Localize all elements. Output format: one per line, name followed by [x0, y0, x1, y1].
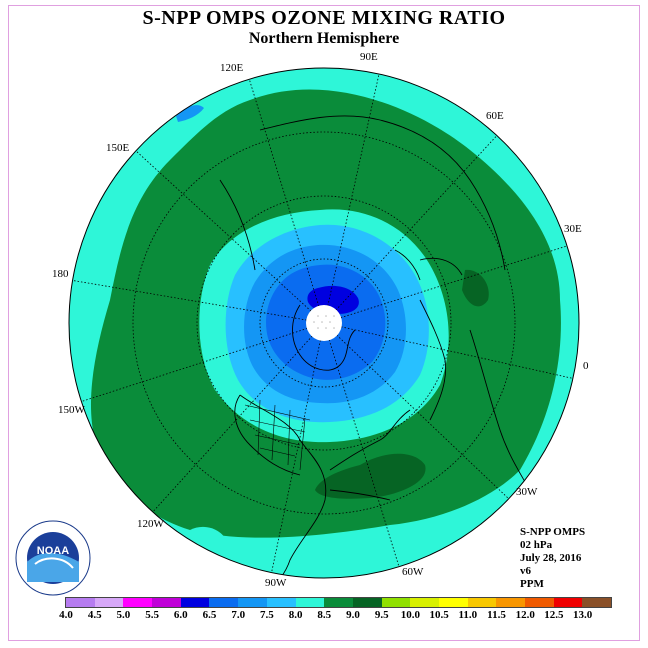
info-instrument: S-NPP OMPS	[520, 526, 586, 538]
map-subtitle: Northern Hemisphere	[248, 30, 400, 47]
colorbar-tick-label: 10.0	[400, 609, 421, 621]
map-boundary	[68, 67, 580, 579]
colorbar-tick-label: 4.5	[87, 609, 102, 621]
political-boundaries	[244, 399, 311, 471]
lon-label-150e: 150E	[106, 142, 130, 154]
colorbar-segment	[381, 598, 411, 607]
graticule	[69, 68, 579, 578]
coastlines	[219, 115, 536, 578]
colorbar-tick-label: 8.0	[288, 609, 303, 621]
colorbar-tick-label: 6.0	[173, 609, 188, 621]
colorbar-segment	[295, 598, 325, 607]
colorbar-segment	[180, 598, 210, 607]
colorbar-tick-label: 9.5	[374, 609, 389, 621]
colorbar-segment	[238, 598, 267, 607]
colorbar-segment	[582, 598, 612, 607]
info-version: v6	[520, 565, 531, 577]
colorbar-segment	[525, 598, 554, 607]
lon-label-0: 0	[583, 360, 589, 372]
colorbar-segment	[496, 598, 525, 607]
lon-label-90e: 90E	[360, 51, 378, 63]
map-title: S-NPP OMPS OZONE MIXING RATIO	[142, 7, 506, 29]
colorbar-tick-label: 11.0	[458, 609, 478, 621]
colorbar-tick-label: 8.5	[317, 609, 332, 621]
info-pressure: 02 hPa	[520, 539, 553, 551]
lon-label-120w: 120W	[137, 518, 164, 530]
contour-cyan-south	[295, 519, 474, 578]
lon-label-90w: 90W	[265, 577, 287, 589]
polar-gap-dots	[313, 315, 335, 329]
colorbar-tick-label: 10.5	[429, 609, 449, 621]
colorbar-segment	[553, 598, 583, 607]
info-date: July 28, 2016	[520, 552, 582, 564]
colorbar-segment	[66, 598, 95, 607]
info-block: S-NPP OMPS 02 hPa July 28, 2016 v6 PPM	[520, 526, 585, 591]
colorbar-tick-label: 11.5	[487, 609, 506, 621]
contour-8.5-9.0-b	[462, 269, 489, 307]
polar-data-gap	[306, 305, 342, 341]
colorbar-tick-label: 5.0	[116, 609, 131, 621]
colorbar-segment	[438, 598, 468, 607]
colorbar-tick-label: 9.0	[346, 609, 360, 621]
lon-label-150w: 150W	[58, 404, 85, 416]
info-units: PPM	[520, 578, 544, 590]
figure-frame	[8, 5, 640, 641]
colorbar-segment	[266, 598, 296, 607]
noaa-logo-icon: NOAA	[15, 520, 91, 596]
colorbar-segment	[123, 598, 153, 607]
lon-label-180: 180	[52, 268, 69, 280]
colorbar-segment	[410, 598, 439, 607]
logo-text: NOAA	[37, 545, 69, 557]
colorbar-tick-label: 6.5	[202, 609, 217, 621]
colorbar-segment	[352, 598, 382, 607]
lon-label-30e: 30E	[564, 223, 582, 235]
lon-label-30w: 30W	[516, 486, 538, 498]
contour-8.5-9.0	[315, 453, 426, 499]
colorbar-segment	[152, 598, 181, 607]
contour-6.5-patch	[176, 105, 204, 122]
lon-label-120e: 120E	[220, 62, 244, 74]
colorbar	[65, 597, 613, 608]
colorbar-tick-label: 7.5	[260, 609, 274, 621]
colorbar-segment	[209, 598, 239, 607]
lon-label-60w: 60W	[402, 566, 424, 578]
lon-label-60e: 60E	[486, 110, 504, 122]
colorbar-tick-label: 12.0	[515, 609, 535, 621]
colorbar-tick-label: 7.0	[231, 609, 246, 621]
colorbar-segment	[94, 598, 124, 607]
colorbar-segment	[324, 598, 353, 607]
colorbar-segment	[467, 598, 497, 607]
colorbar-tick-label: 4.0	[59, 609, 73, 621]
colorbar-tick-label: 12.5	[544, 609, 564, 621]
colorbar-tick-label: 13.0	[572, 609, 593, 621]
colorbar-tick-label: 5.5	[145, 609, 159, 621]
